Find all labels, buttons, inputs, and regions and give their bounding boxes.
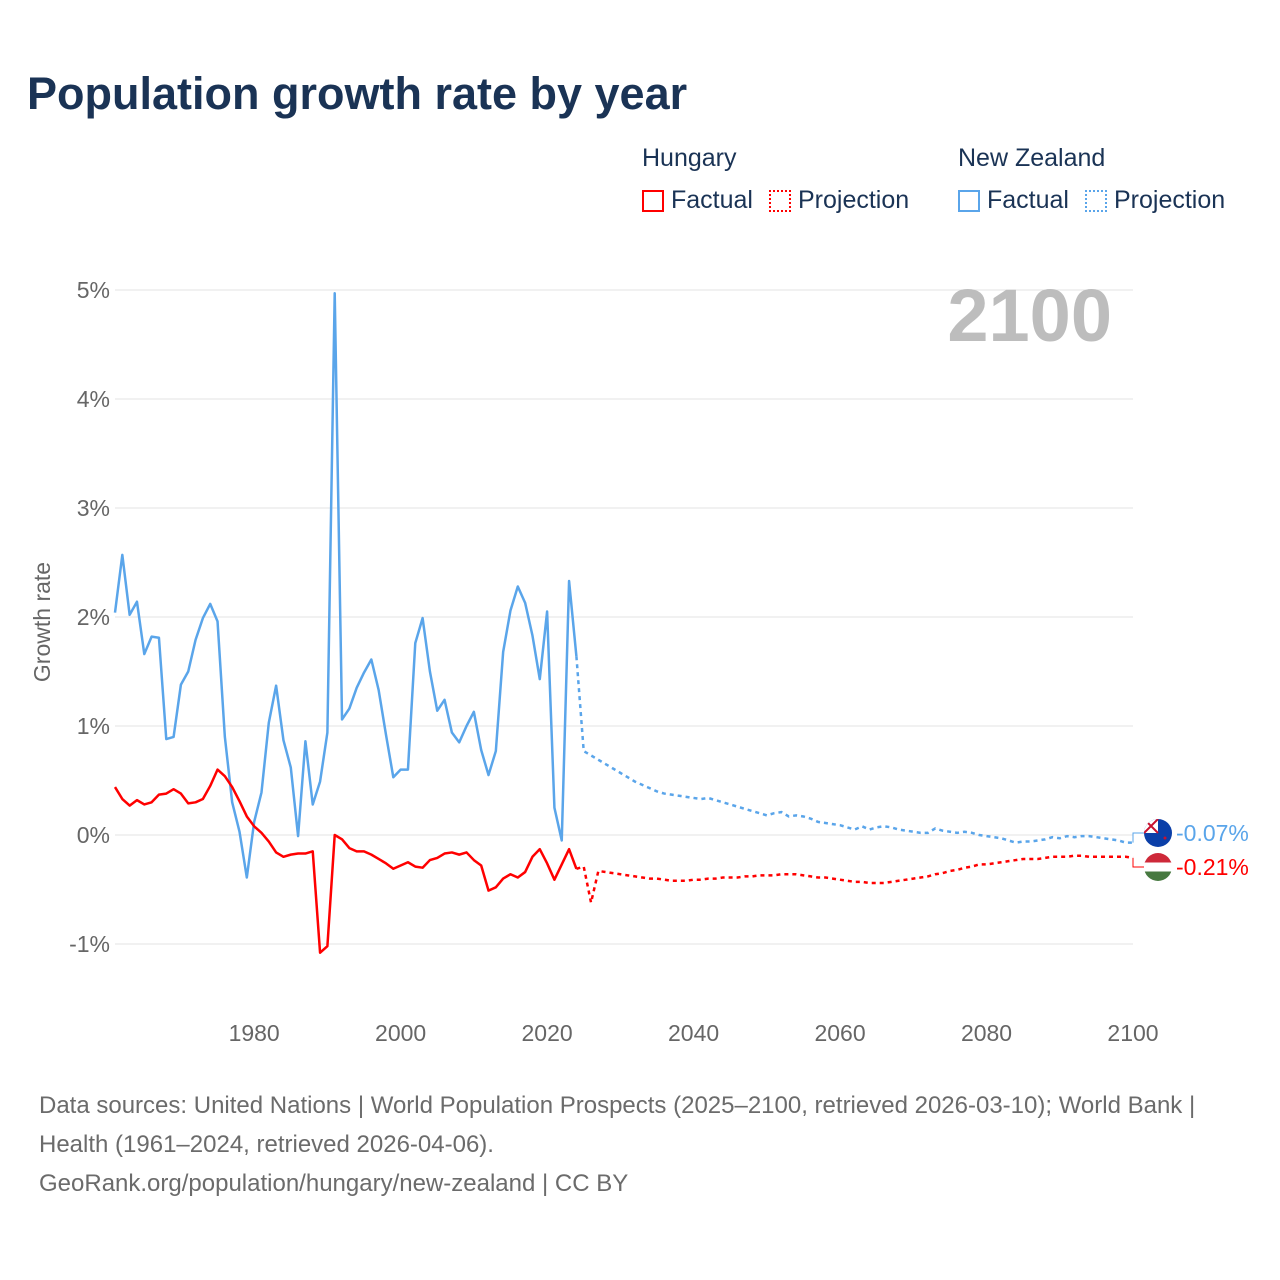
y-tick-label: 2% [77,604,110,630]
y-tick-label: 4% [77,386,110,412]
connector-line [1132,857,1144,868]
x-tick-label: 2100 [1107,1020,1158,1046]
hungary-flag-icon [1144,853,1172,881]
legend-label: Factual [987,186,1069,214]
legend-group-name: New Zealand [958,144,1106,172]
dotted-swatch-icon [1084,189,1107,212]
legend-group-name: Hungary [642,144,737,172]
legend-nz-projection[interactable]: Projection [1084,186,1226,215]
legend-hungary-factual[interactable]: Factual [642,186,753,215]
legend-label: Projection [1113,186,1226,214]
new-zealand-flag-icon [1144,819,1172,847]
y-axis-label: Growth rate [29,562,55,682]
hungary-end-label: -0.21% [1176,854,1249,880]
solid-swatch-icon [958,189,980,212]
legend-hungary-projection[interactable]: Projection [768,186,910,215]
x-tick-label: 2020 [522,1020,573,1046]
dotted-swatch-icon [768,189,791,212]
x-tick-label: 2060 [814,1020,865,1046]
chart-title: Population growth rate by year [27,68,688,119]
solid-swatch-icon [642,189,664,212]
footer: Data sources: United Nations | World Pop… [39,1086,1239,1203]
y-tick-label: 3% [77,495,110,521]
hungary-factual-line [113,768,578,954]
new-zealand-end-label: -0.07% [1176,820,1249,846]
source-link[interactable]: GeoRank.org/population/hungary/new-zeala… [39,1170,629,1197]
y-tick-label: 5% [77,277,110,303]
connector-line [1132,832,1144,843]
hungary-projection-line [576,854,1134,903]
x-tick-label: 2080 [961,1020,1012,1046]
new-zealand-projection-line [575,656,1133,844]
legend-label: Projection [797,186,910,214]
data-sources: Data sources: United Nations | World Pop… [39,1092,1196,1158]
legend-new-zealand: New Zealand Factual Projection [958,144,1225,215]
y-tick-label: 1% [77,713,110,739]
y-tick-label: 0% [77,822,110,848]
year-label: 2100 [947,274,1112,357]
x-tick-label: 1980 [229,1020,280,1046]
legend-hungary: Hungary Factual Projection [642,144,909,215]
y-tick-label: -1% [69,931,110,957]
x-tick-label: 2040 [668,1020,719,1046]
x-tick-label: 2000 [375,1020,426,1046]
legend-nz-factual[interactable]: Factual [958,186,1069,215]
legend-label: Factual [671,186,753,214]
new-zealand-factual-line [113,292,578,879]
